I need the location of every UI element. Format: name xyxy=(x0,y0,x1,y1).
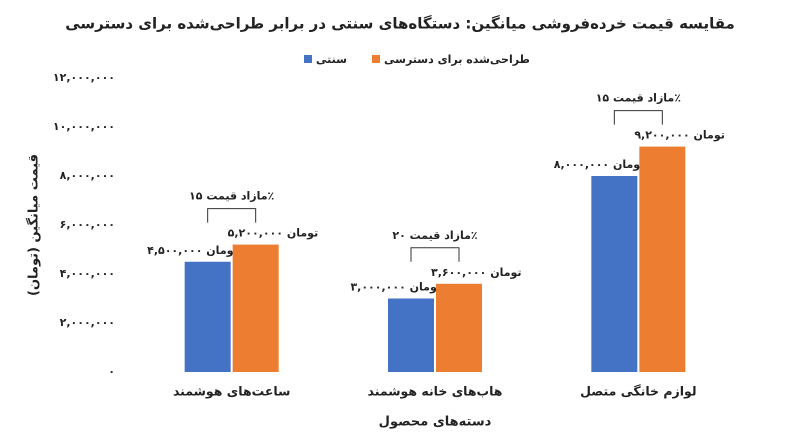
annotation-bracket xyxy=(613,110,663,125)
annotation-bracket xyxy=(207,208,257,223)
bar xyxy=(388,298,434,372)
bar xyxy=(639,146,686,372)
y-tick-label: ۱۰,۰۰۰,۰۰۰ xyxy=(53,120,115,133)
bar xyxy=(232,244,279,372)
x-tick-label: ساعت‌های هوشمند xyxy=(173,384,290,399)
bar xyxy=(591,176,638,372)
y-tick-label: ۴,۰۰۰,۰۰۰ xyxy=(60,267,115,280)
legend-swatch xyxy=(304,55,312,63)
chart-title: مقایسه قیمت خرده‌فروشی میانگین: دستگاه‌ه… xyxy=(65,15,735,33)
legend-swatch xyxy=(372,55,380,63)
bar xyxy=(436,283,482,372)
value-label: ۳,۰۰۰,۰۰۰ تومان xyxy=(350,281,441,294)
legend-label: طراحی‌شده برای دسترسی xyxy=(384,53,530,66)
value-label: ۴,۵۰۰,۰۰۰ تومان xyxy=(147,244,238,257)
annotation: مازاد قیمت ۲۰٪ xyxy=(392,229,477,242)
bar xyxy=(184,261,231,372)
y-tick-label: ۱۲,۰۰۰,۰۰۰ xyxy=(53,71,115,84)
y-tick-label: ۰ xyxy=(108,365,115,378)
value-label: ۵,۲۰۰,۰۰۰ تومان xyxy=(228,227,319,240)
value-label: ۳,۶۰۰,۰۰۰ تومان xyxy=(431,266,522,279)
annotation: مازاد قیمت ۱۵٪ xyxy=(189,190,274,203)
x-axis-title: دسته‌های محصول xyxy=(379,415,492,430)
x-tick-label: هاب‌های خانه هوشمند xyxy=(368,384,503,399)
x-tick-label: لوازم خانگی متصل xyxy=(580,384,697,400)
legend-label: سنتی xyxy=(316,53,347,66)
y-tick-label: ۶,۰۰۰,۰۰۰ xyxy=(60,218,115,231)
y-tick-label: ۸,۰۰۰,۰۰۰ xyxy=(60,169,115,182)
value-label: ۹,۲۰۰,۰۰۰ تومان xyxy=(634,129,725,142)
annotation-bracket xyxy=(410,247,460,262)
annotation: مازاد قیمت ۱۵٪ xyxy=(596,92,681,105)
value-label: ۸,۰۰۰,۰۰۰ تومان xyxy=(554,158,645,171)
y-tick-label: ۲,۰۰۰,۰۰۰ xyxy=(60,316,115,329)
y-axis-title: قیمت میانگین (تومان) xyxy=(26,154,42,296)
